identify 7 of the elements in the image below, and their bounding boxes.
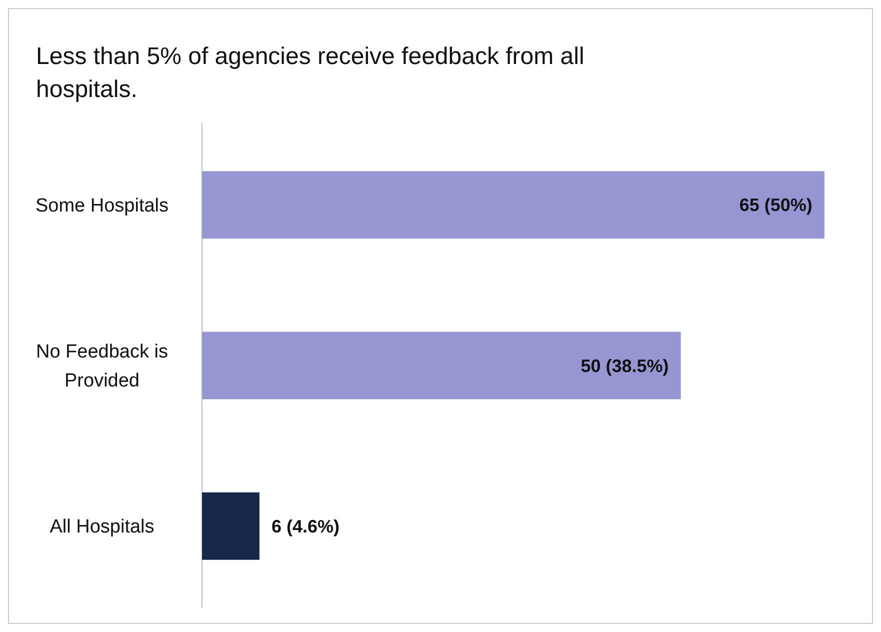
chart-title: Less than 5% of agencies receive feedback from all hospitals. (36, 43, 584, 103)
data-label: 50 (38.5%) (580, 356, 669, 376)
y-tick-label: Some Hospitals (35, 196, 169, 217)
y-tick-label: All Hospitals (50, 516, 154, 538)
data-label: 6 (4.6%) (271, 516, 340, 536)
data-label: 65 (50%) (739, 195, 812, 216)
y-tick-label: No Feedback is Provided (36, 342, 168, 392)
